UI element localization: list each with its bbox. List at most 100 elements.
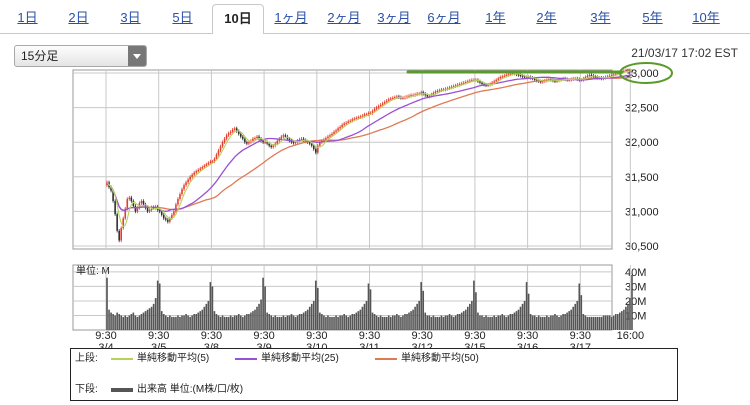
volume-bar — [574, 303, 577, 330]
tab-2[interactable]: 3日 — [120, 10, 141, 25]
x-time-label: 9:30 — [464, 330, 485, 342]
volume-bar — [248, 314, 250, 330]
volume-bar — [586, 316, 589, 330]
volume-bar — [440, 315, 443, 330]
volume-bar — [213, 311, 216, 330]
volume-bar — [381, 316, 384, 330]
tab-9[interactable]: 1年 — [485, 10, 506, 25]
candle-body — [377, 106, 380, 108]
candle-body — [535, 79, 538, 81]
volume-bar — [335, 315, 337, 330]
volume-bar — [507, 315, 510, 330]
candle-body — [343, 123, 345, 125]
candle-body — [132, 201, 135, 206]
volume-bar — [466, 306, 469, 330]
candle-body — [383, 102, 386, 104]
volume-bar — [128, 315, 131, 330]
candle-body — [223, 138, 226, 143]
volume-bar — [503, 315, 506, 330]
tab-1[interactable]: 2日 — [68, 10, 89, 25]
tab-0[interactable]: 1日 — [17, 10, 38, 25]
volume-bar — [288, 315, 291, 330]
volume-bar — [428, 315, 431, 330]
volume-bar — [207, 300, 210, 330]
tab-3[interactable]: 5日 — [172, 10, 193, 25]
x-time-label: 9:30 — [253, 330, 274, 342]
volume-bar — [576, 300, 579, 330]
candle-body — [448, 87, 451, 89]
tab-5[interactable]: 1ヶ月 — [274, 10, 308, 25]
volume-bar — [152, 303, 155, 330]
interval-select[interactable]: 15分足 — [14, 45, 147, 67]
volume-bar — [110, 312, 112, 330]
volume-bar — [373, 314, 376, 330]
volume-bar — [294, 316, 297, 330]
candle-body — [385, 100, 388, 103]
candle-body — [294, 142, 297, 144]
x-time-label: 9:30 — [201, 330, 222, 342]
tab-10[interactable]: 2年 — [536, 10, 557, 25]
candle-body — [106, 182, 108, 186]
volume-bar — [258, 303, 260, 330]
volume-bar — [448, 314, 451, 330]
volume-bar — [351, 314, 354, 330]
candle-body — [207, 162, 210, 165]
tab-13[interactable]: 10年 — [692, 10, 720, 25]
tab-7[interactable]: 3ヶ月 — [377, 10, 411, 25]
volume-bar — [548, 316, 550, 330]
volume-bar — [402, 315, 404, 330]
x-time-label: 9:30 — [411, 330, 432, 342]
candle-body — [164, 218, 167, 220]
candle-body — [177, 198, 179, 205]
candle-body — [392, 97, 394, 99]
candle-body — [588, 75, 591, 77]
candle-body — [584, 77, 587, 79]
volume-bar — [140, 314, 143, 330]
candle-body — [454, 85, 457, 87]
volume-bar — [195, 314, 198, 330]
volume-bar — [323, 315, 325, 330]
tab-6[interactable]: 2ヶ月 — [327, 10, 361, 25]
volume-bar — [594, 316, 597, 330]
candle-body — [450, 86, 453, 88]
volume-bar — [108, 309, 110, 330]
volume-bar — [321, 314, 323, 330]
candle-body — [308, 142, 311, 144]
candle-body — [227, 133, 230, 136]
volume-bar — [229, 315, 232, 330]
volume-bar — [349, 315, 352, 330]
candle-body — [501, 76, 504, 78]
volume-bar — [306, 309, 309, 330]
volume-bar — [485, 315, 487, 330]
volume-bar — [493, 315, 495, 330]
tab-12[interactable]: 5年 — [642, 10, 663, 25]
volume-bar — [219, 316, 222, 330]
candle-body — [171, 214, 173, 219]
legend-ma5-swatch — [111, 358, 133, 360]
volume-bar — [296, 315, 299, 330]
volume-bar — [329, 316, 331, 330]
volume-bar — [256, 306, 258, 330]
volume-bar — [487, 316, 489, 330]
candle-body — [379, 104, 382, 107]
candle-body — [185, 182, 187, 186]
volume-bar — [432, 315, 435, 330]
candle-body — [140, 201, 143, 204]
tab-11[interactable]: 3年 — [590, 10, 611, 25]
candle-body — [381, 103, 384, 105]
volume-bar — [554, 314, 556, 330]
volume-bar — [185, 314, 187, 330]
chevron-down-icon[interactable] — [128, 46, 146, 66]
candle-body — [276, 140, 279, 144]
candle-body — [298, 139, 301, 141]
candle-body — [568, 79, 570, 81]
tab-8[interactable]: 6ヶ月 — [427, 10, 461, 25]
candle-body — [205, 164, 208, 166]
volume-bar — [592, 316, 595, 330]
candle-body — [509, 73, 512, 75]
candle-body — [590, 75, 593, 77]
volume-bar — [383, 316, 386, 330]
candle-body — [292, 142, 295, 144]
volume-bar — [464, 309, 467, 330]
